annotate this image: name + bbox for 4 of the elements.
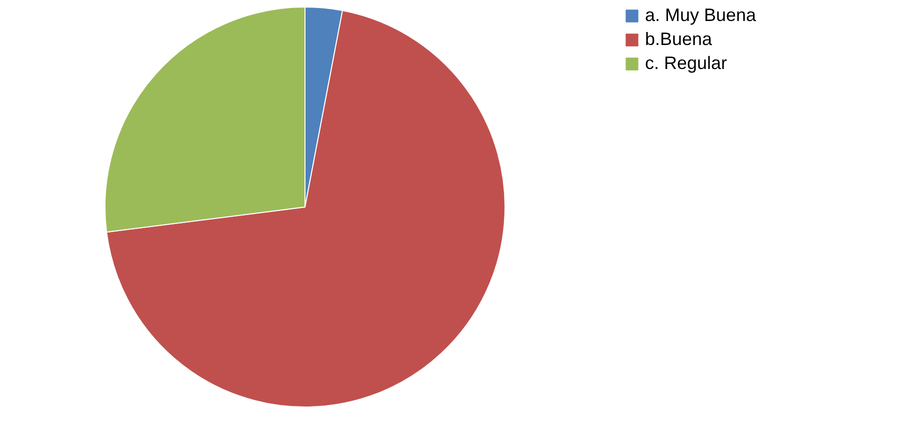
legend-label: c. Regular (645, 53, 728, 73)
legend-label: a. Muy Buena (645, 5, 758, 25)
legend-label: b.Buena (645, 29, 714, 49)
pie-slice (106, 10, 506, 408)
